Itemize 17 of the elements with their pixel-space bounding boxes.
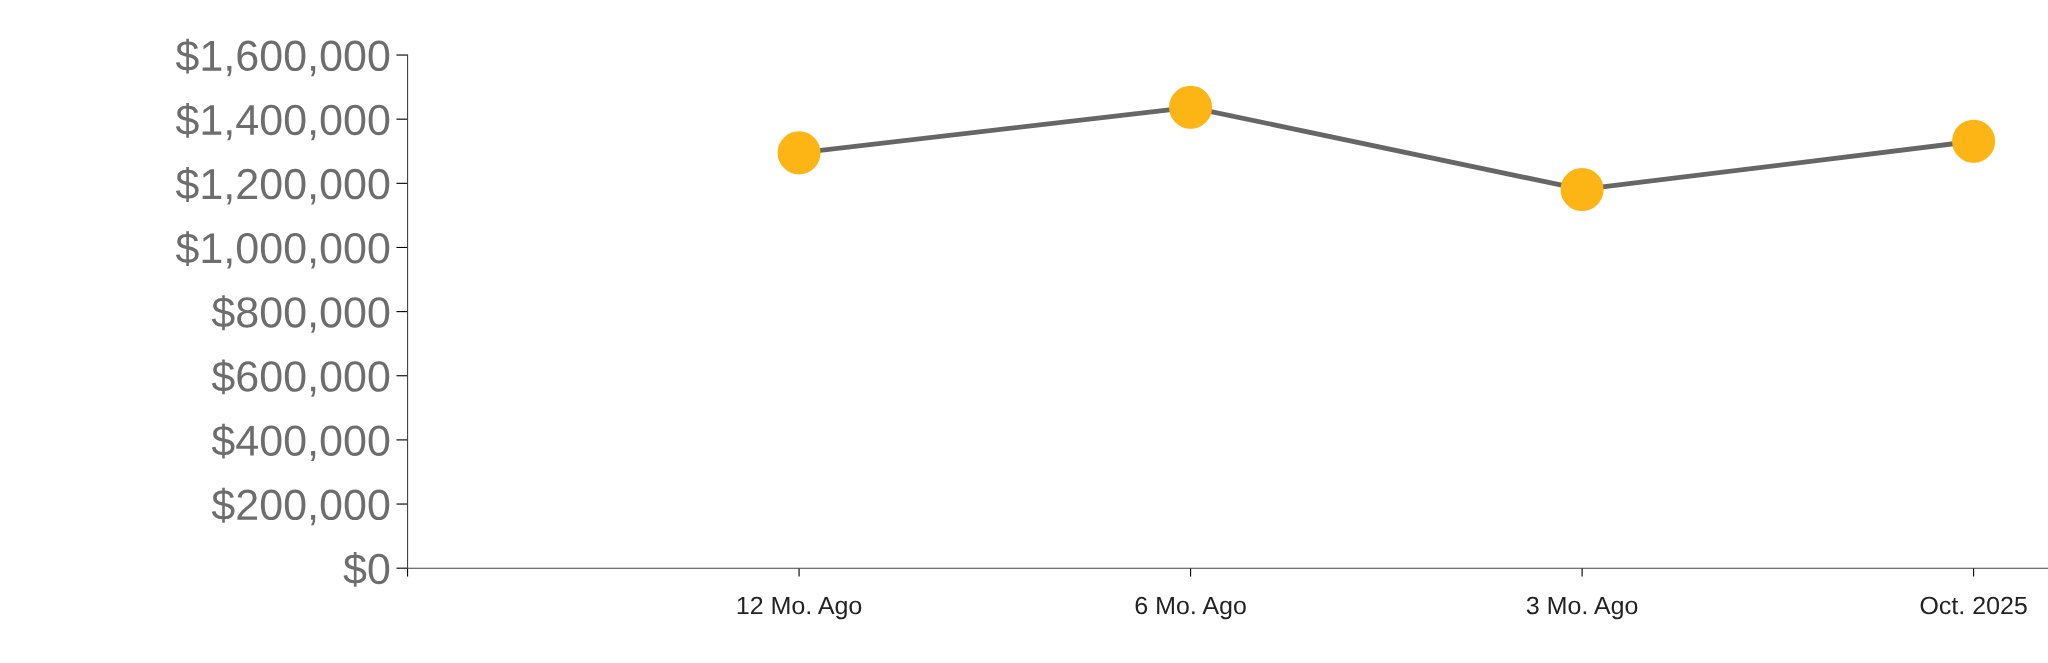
y-tick-label: $1,000,000 — [175, 231, 390, 269]
y-tick-label: $800,000 — [211, 295, 390, 333]
point — [777, 131, 821, 175]
x-tick-label: 3 Mo. Ago — [1526, 596, 1638, 620]
point — [1560, 167, 1604, 211]
x-tick-label: 12 Mo. Ago — [737, 596, 862, 620]
y-tick-label: $0 — [343, 551, 390, 587]
point — [1169, 85, 1213, 129]
point — [1952, 119, 1996, 163]
x-tick-label: 6 Mo. Ago — [1135, 596, 1246, 620]
y-tick-label: $400,000 — [211, 423, 390, 462]
y-tick-label: $600,000 — [211, 359, 390, 397]
y-tick-label: $1,600,000 — [175, 38, 390, 77]
x-tick-label: Oct. 2025 — [1920, 596, 2027, 615]
y-tick-label: $1,200,000 — [175, 167, 390, 205]
y-tick-label: $200,000 — [211, 487, 390, 526]
y-tick-label: $1,400,000 — [175, 102, 390, 141]
